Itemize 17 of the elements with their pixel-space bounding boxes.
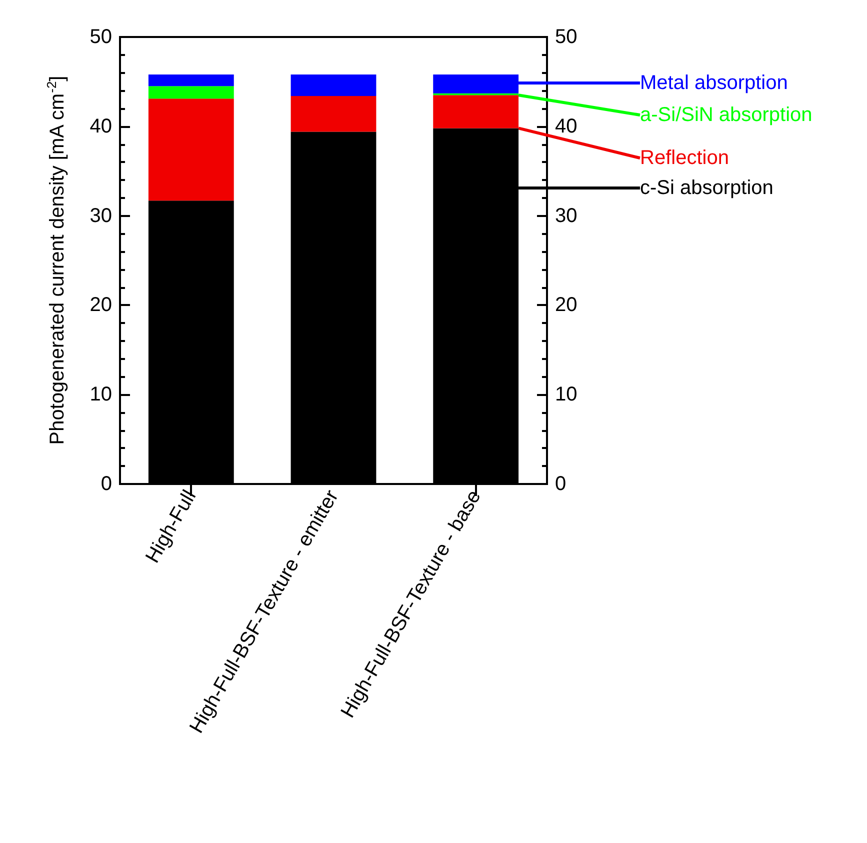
y2-tick-label: 40	[555, 115, 578, 138]
text: Metal absorption	[640, 72, 788, 94]
y-axis-title: Photogenerated current density [mA cm-2]	[44, 76, 68, 445]
y-tick-label: 20	[90, 294, 112, 316]
y-tick-label: 40	[90, 115, 112, 138]
y2-tick-label: 50	[555, 26, 578, 48]
y2-tick-label: 10	[555, 384, 578, 406]
y2-tick-label: 20	[555, 294, 578, 316]
y2-tick-label: 30	[555, 204, 578, 227]
y-tick-label: 50	[90, 26, 112, 48]
text: a-Si/SiN absorption	[640, 104, 812, 126]
text: Reflection	[640, 147, 729, 169]
y-tick-label: 30	[90, 204, 112, 227]
text: c-Si absorption	[640, 177, 774, 199]
y2-tick-label: 0	[555, 473, 566, 495]
y-tick-label: 0	[100, 473, 112, 495]
y-tick-label: 10	[90, 384, 112, 406]
